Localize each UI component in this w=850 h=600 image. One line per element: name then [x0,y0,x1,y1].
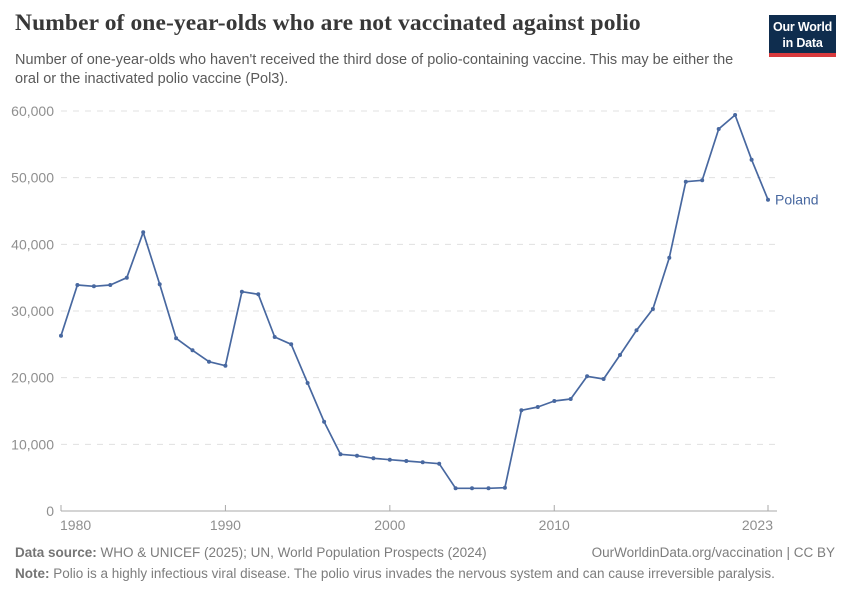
data-source-text: Data source: WHO & UNICEF (2025); UN, Wo… [15,545,487,560]
owid-logo-line1: Our World [772,20,833,34]
page-subtitle: Number of one-year-olds who haven't rece… [15,52,734,87]
x-axis-tick-label: 2000 [374,517,405,533]
y-axis-tick-label: 40,000 [11,236,54,252]
data-point[interactable] [75,283,80,287]
data-point[interactable] [601,377,606,381]
data-point[interactable] [437,461,442,466]
data-point[interactable] [486,486,491,491]
data-point[interactable] [91,284,96,289]
x-axis-tick-label: 1990 [210,517,241,533]
footer-note-row: Note: Polio is a highly infectious viral… [15,566,835,581]
data-point[interactable] [733,113,738,117]
data-point[interactable] [239,289,244,294]
data-point[interactable] [207,359,211,364]
data-point[interactable] [190,348,195,353]
data-point[interactable] [766,197,770,202]
data-source-value: WHO & UNICEF (2025); UN, World Populatio… [100,545,487,560]
data-point[interactable] [387,457,392,462]
data-point[interactable] [749,157,754,162]
x-axis-tick-label: 1980 [60,517,91,533]
data-point[interactable] [716,127,721,131]
chart-footer: Data source: WHO & UNICEF (2025); UN, Wo… [15,545,835,587]
series-label-poland[interactable]: Poland [775,192,819,208]
data-point[interactable] [371,456,376,461]
data-point[interactable] [289,342,294,347]
x-axis-tick-label: 2010 [539,517,570,533]
footer-source-row: Data source: WHO & UNICEF (2025); UN, Wo… [15,545,835,560]
data-point[interactable] [650,307,655,311]
y-axis-tick-label: 60,000 [11,103,54,119]
data-point[interactable] [174,336,179,341]
data-point[interactable] [618,353,622,357]
data-line-poland [60,114,769,490]
y-axis-tick-label: 10,000 [11,436,54,452]
data-point[interactable] [59,333,63,338]
data-point[interactable] [322,419,327,424]
data-point[interactable] [272,335,277,339]
data-point[interactable] [157,282,162,287]
data-point[interactable] [535,405,540,409]
note-label: Note: [15,566,50,581]
data-point[interactable] [519,408,524,413]
data-point[interactable] [453,486,458,491]
data-point[interactable] [502,485,507,490]
data-point[interactable] [141,230,146,235]
y-axis-tick-label: 20,000 [11,370,54,386]
data-point[interactable] [683,179,688,184]
data-point[interactable] [700,178,705,183]
data-point[interactable] [404,459,409,463]
y-axis-tick-label: 50,000 [11,170,54,186]
data-point[interactable] [667,255,672,260]
data-point[interactable] [355,453,359,458]
data-point[interactable] [568,397,573,401]
data-point[interactable] [585,374,590,379]
owid-logo: Our World in Data [769,15,836,57]
data-point[interactable] [420,460,425,465]
data-point[interactable] [338,452,343,457]
note-text: Note: Polio is a highly infectious viral… [15,566,775,581]
data-point[interactable] [634,328,639,333]
owid-logo-line2: in Data [782,36,823,50]
page-title: Number of one-year-olds who are not vacc… [15,10,641,36]
data-source-label: Data source: [15,545,97,560]
data-point[interactable] [552,399,557,403]
data-point[interactable] [108,283,113,287]
note-value: Polio is a highly infectious viral disea… [53,566,775,581]
data-point[interactable] [470,486,474,491]
y-axis-tick-label: 30,000 [11,303,54,319]
data-point[interactable] [124,275,129,280]
x-axis-tick-label: 2023 [742,517,773,533]
owid-citation-link[interactable]: OurWorldinData.org/vaccination | CC BY [591,545,835,560]
data-point[interactable] [223,363,228,368]
data-point[interactable] [305,381,310,385]
y-axis-tick-label: 0 [46,503,54,519]
data-point[interactable] [256,292,261,297]
